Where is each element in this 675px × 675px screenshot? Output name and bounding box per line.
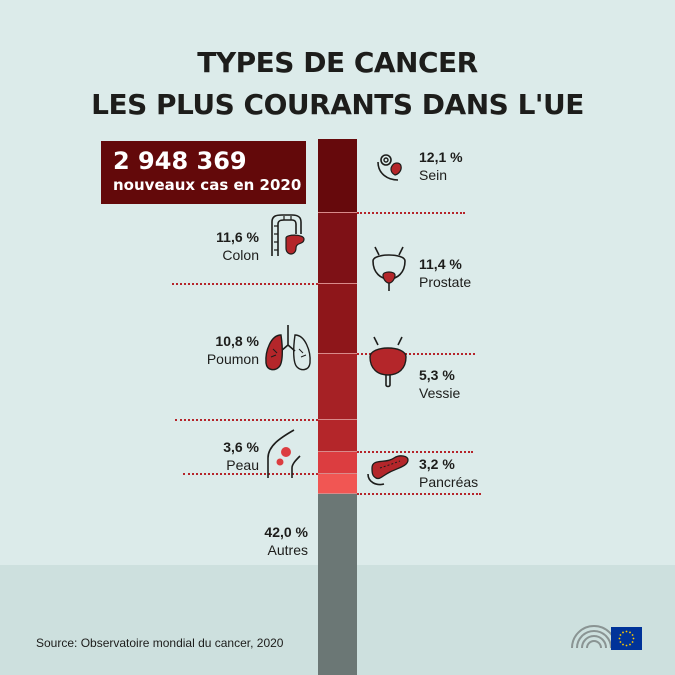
bar-segment-autres: [318, 494, 357, 675]
bar-segment-peau: [318, 452, 357, 474]
label-vessie: 5,3 % Vessie: [419, 366, 460, 402]
eu-star: [631, 641, 634, 643]
value-label-vessie: 5,3 %: [419, 367, 455, 383]
category-label-autres: Autres: [267, 542, 308, 558]
bar-segment-vessie: [318, 420, 357, 452]
label-poumon: 10,8 % Poumon: [207, 332, 259, 368]
lung-icon: [265, 325, 311, 371]
eu-flag-icon: [611, 627, 642, 650]
bar-segment-poumon: [318, 354, 357, 420]
bar-segment-prostate: [318, 284, 357, 354]
category-label-colon: Colon: [222, 247, 259, 263]
leader-line-pancreas: [357, 493, 481, 495]
skin-icon: [267, 429, 301, 478]
total-cases-box: 2 948 369 nouveaux cas en 2020: [101, 141, 306, 204]
label-pancreas: 3,2 % Pancréas: [419, 455, 478, 491]
leader-line-prostate: [357, 353, 475, 355]
leader-line-colon: [172, 283, 318, 285]
eu-star: [622, 631, 624, 634]
label-colon: 11,6 % Colon: [216, 228, 259, 264]
eu-star: [618, 637, 621, 640]
bar-segment-pancreas: [318, 474, 357, 494]
breast-icon: [377, 154, 402, 181]
category-label-poumon: Poumon: [206, 351, 259, 367]
total-cases-number: 2 948 369: [113, 147, 247, 175]
label-sein: 12,1 % Sein: [419, 148, 463, 184]
category-label-prostate: Prostate: [419, 274, 472, 290]
label-prostate: 11,4 % Prostate: [419, 255, 471, 291]
bar-segment-sein: [318, 139, 357, 213]
leader-line-sein: [357, 212, 465, 214]
label-autres: 42,0 % Autres: [264, 523, 308, 559]
category-label-pancreas: Pancréas: [419, 474, 479, 490]
value-label-colon: 11,6 %: [216, 229, 259, 245]
page-title: TYPES DE CANCER LES PLUS COURANTS DANS L…: [0, 42, 675, 126]
stacked-bar: [318, 139, 357, 675]
eu-star: [625, 644, 628, 647]
eu-star: [631, 634, 634, 636]
eu-star: [629, 631, 631, 634]
leader-line-poumon: [175, 419, 318, 421]
eu-star: [619, 634, 622, 636]
value-label-pancreas: 3,2 %: [419, 456, 455, 472]
bladder-icon: [369, 336, 407, 388]
category-label-peau: Peau: [226, 457, 259, 473]
value-label-autres: 42,0 %: [264, 524, 308, 540]
category-label-vessie: Vessie: [419, 385, 461, 401]
source-note: Source: Observatoire mondial du cancer, …: [36, 636, 284, 650]
pancreas-icon: [367, 455, 409, 486]
leader-line-peau: [183, 473, 318, 475]
total-cases-label: nouveaux cas en 2020: [113, 176, 302, 194]
leader-line-vessie: [357, 451, 473, 453]
eu-star: [632, 637, 635, 640]
title-line-2: LES PLUS COURANTS DANS L'UE: [91, 88, 584, 121]
prostate-icon: [372, 246, 406, 291]
colon-icon: [271, 214, 305, 256]
eu-star: [629, 643, 631, 646]
eu-star: [619, 641, 622, 643]
label-peau: 3,6 % Peau: [223, 438, 259, 474]
eu-star: [622, 643, 624, 646]
value-label-sein: 12,1 %: [419, 149, 463, 165]
title-line-1: TYPES DE CANCER: [197, 46, 478, 79]
bar-segment-colon: [318, 213, 357, 284]
value-label-poumon: 10,8 %: [215, 333, 259, 349]
eu-star: [625, 630, 628, 633]
value-label-peau: 3,6 %: [223, 439, 259, 455]
category-label-sein: Sein: [419, 167, 448, 183]
value-label-prostate: 11,4 %: [419, 256, 462, 272]
